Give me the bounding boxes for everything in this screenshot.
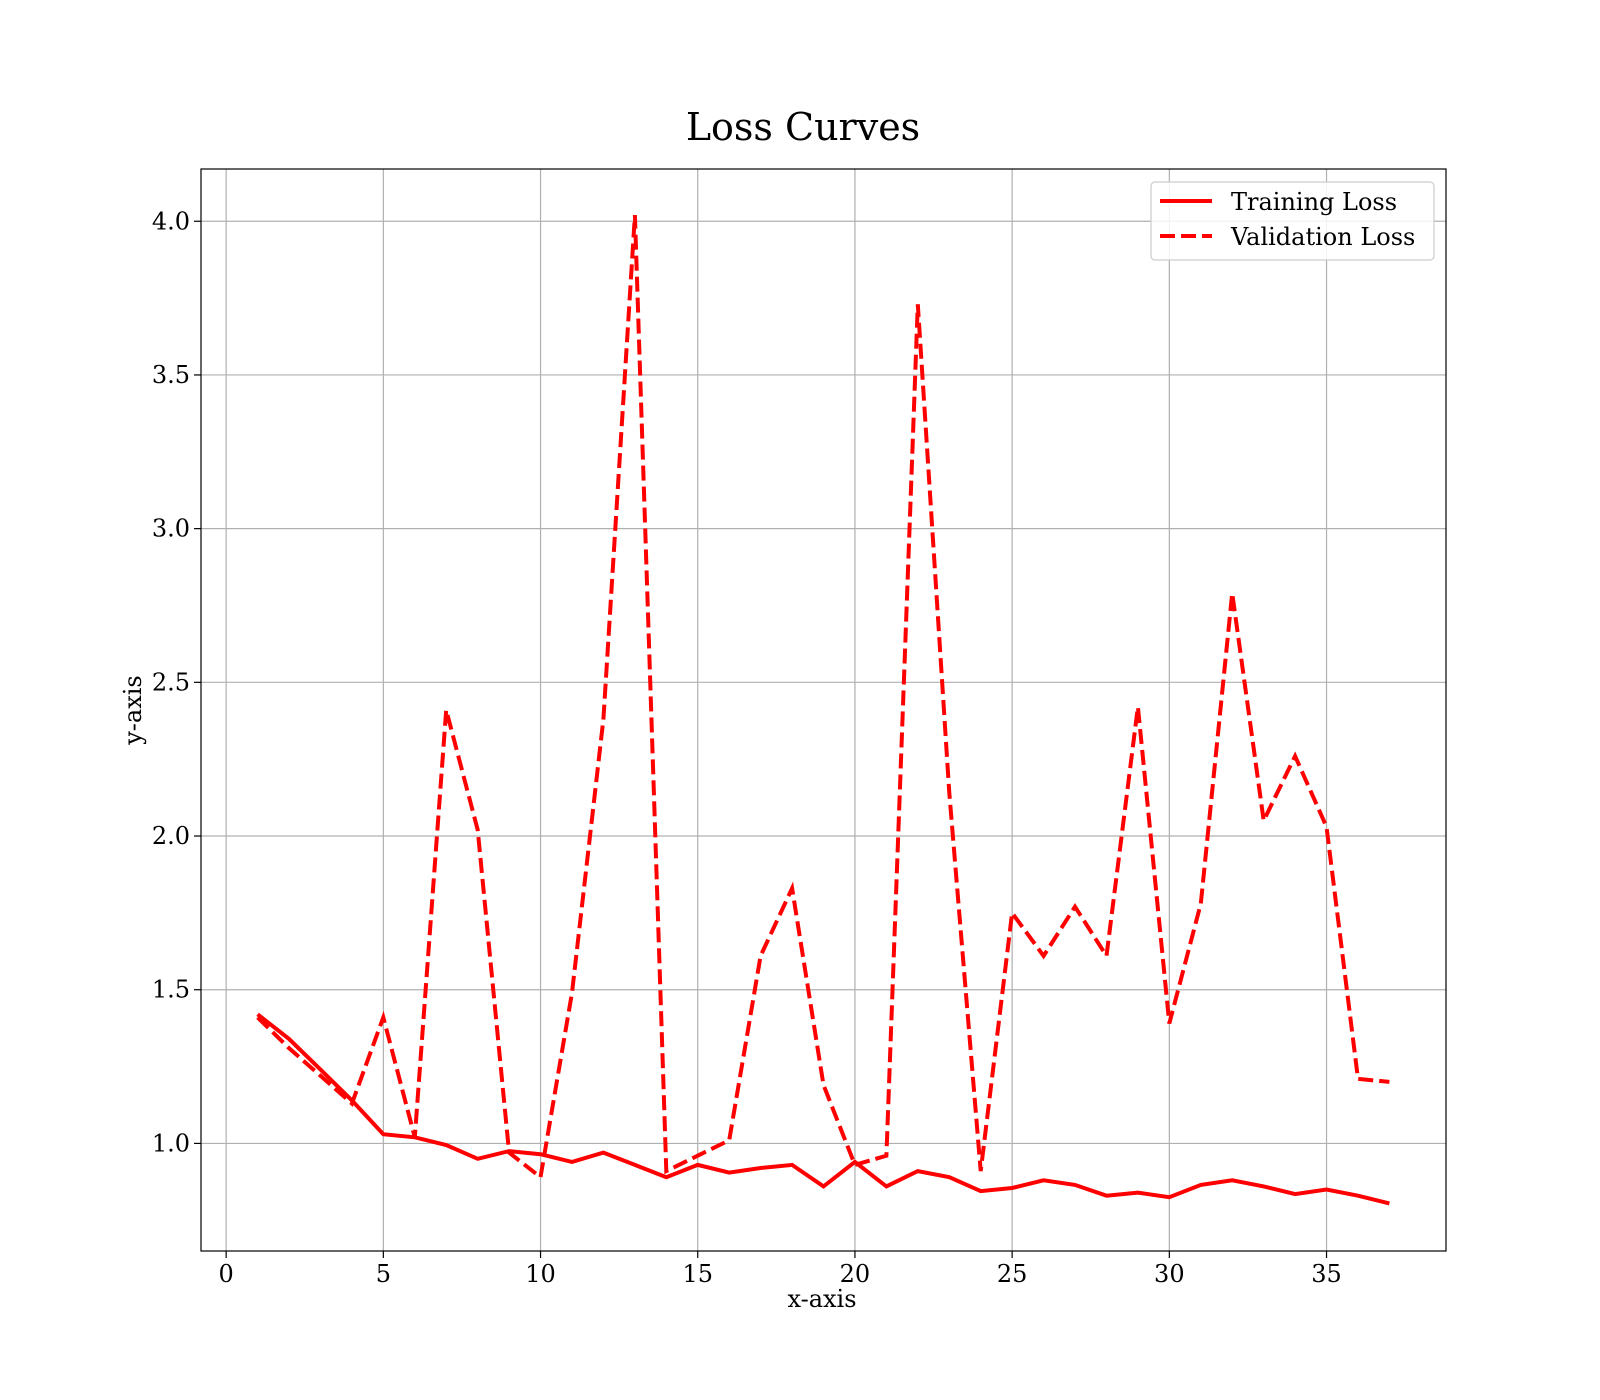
legend-label-training-loss: Training Loss <box>1231 188 1397 216</box>
x-tick-label: 35 <box>1311 1260 1342 1288</box>
x-axis-label: x-axis <box>787 1285 856 1313</box>
x-tick-label: 10 <box>525 1260 556 1288</box>
chart-title: Loss Curves <box>686 105 920 149</box>
y-tick-label: 3.0 <box>152 515 190 543</box>
x-tick-label: 20 <box>840 1260 871 1288</box>
series-lines <box>256 214 1390 1206</box>
grid-lines <box>201 169 1446 1251</box>
y-tick-label: 2.5 <box>152 668 190 696</box>
series-line-validation-loss <box>256 214 1390 1181</box>
legend-label-validation-loss: Validation Loss <box>1230 223 1415 251</box>
y-tick-label: 4.0 <box>152 207 190 235</box>
x-tick-label: 5 <box>376 1260 391 1288</box>
y-ticks: 1.0 1.5 2.0 2.5 3.0 3.5 4.0 <box>152 207 201 1157</box>
y-tick-label: 3.5 <box>152 361 190 389</box>
x-tick-label: 25 <box>997 1260 1028 1288</box>
legend: Training Loss Validation Loss <box>1150 181 1435 261</box>
y-tick-label: 2.0 <box>152 822 190 850</box>
x-ticks: 0 5 10 15 20 25 30 35 <box>219 1251 1342 1288</box>
y-axis-label: y-axis <box>119 675 147 746</box>
x-tick-label: 0 <box>219 1260 234 1288</box>
series-line-training-loss <box>256 1012 1390 1206</box>
y-tick-label: 1.0 <box>152 1129 190 1157</box>
legend-box <box>1150 181 1435 261</box>
x-tick-label: 30 <box>1154 1260 1185 1288</box>
x-tick-label: 15 <box>682 1260 713 1288</box>
plot-frame <box>200 168 1447 1252</box>
y-tick-label: 1.5 <box>152 976 190 1004</box>
